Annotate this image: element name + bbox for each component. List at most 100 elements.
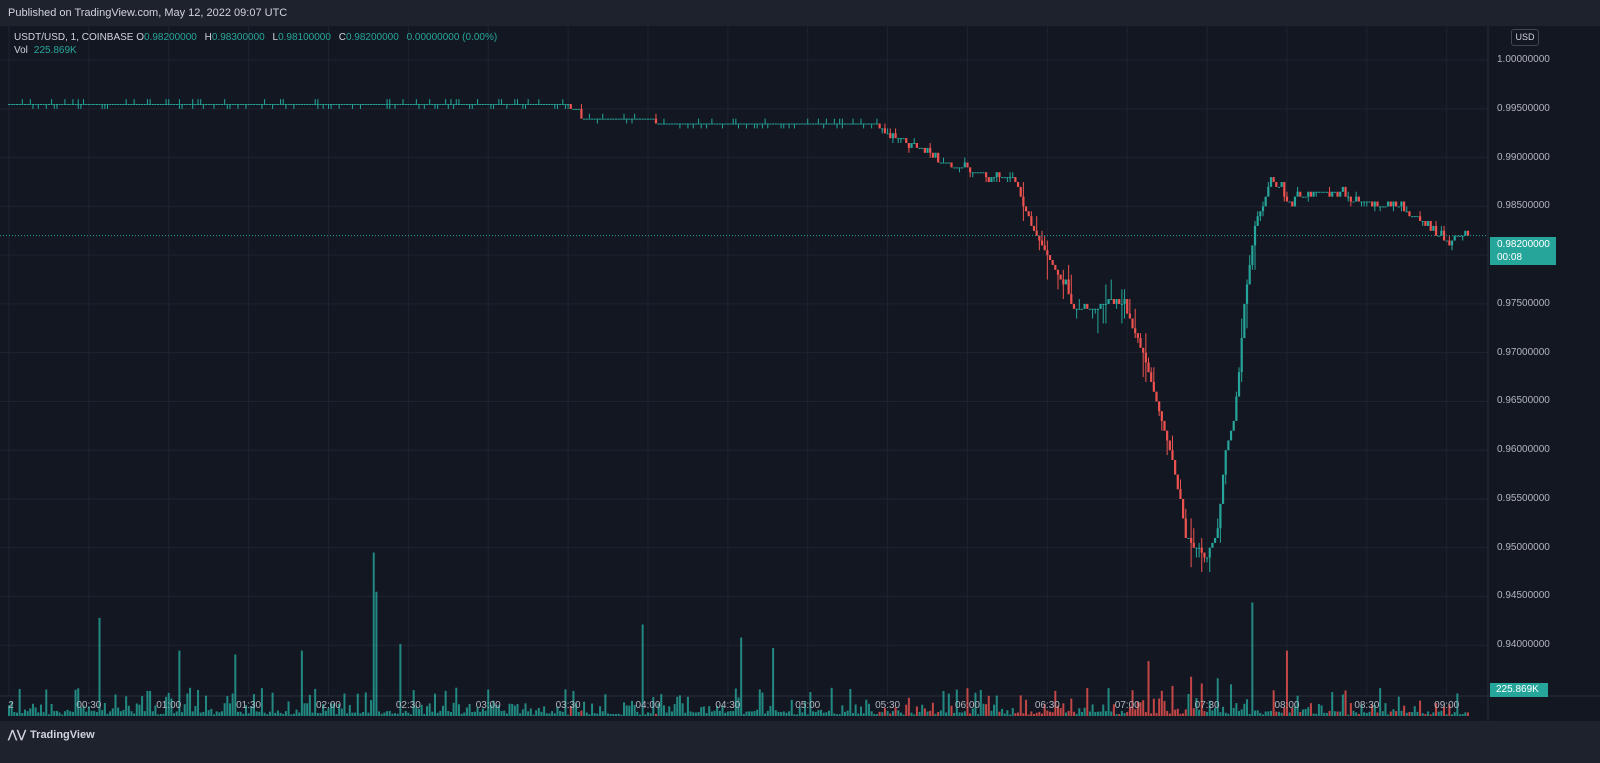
volume-bar [1317,703,1320,716]
volume-bar [186,693,189,716]
volume-bar [21,713,24,716]
candle-body [1078,308,1081,310]
volume-bar [617,713,620,716]
volume-bar [809,692,812,716]
candle-body [1272,177,1275,183]
volume-bar [628,705,631,716]
volume-bar [692,712,695,716]
volume-bar [1403,705,1406,716]
candle-body [556,104,559,106]
volume-bar [279,712,282,716]
candle-body [354,104,357,106]
candle-body [545,104,548,106]
candle-body [814,123,817,125]
volume-bar [1126,711,1129,716]
candle-body [1373,201,1376,207]
candle-body [212,104,216,106]
volume-bar [1283,707,1286,716]
candle-body [1208,547,1211,558]
volume-bar [1251,602,1254,716]
candle-body [966,162,969,168]
time-tick-label: 2 [8,700,14,711]
volume-bar [1368,711,1371,716]
tradingview-logo[interactable]: ⋀⋁ TradingView [8,728,95,741]
candle-body [1203,552,1206,558]
time-tick-label: 02:00 [315,700,341,711]
time-tick-label: 09:00 [1434,700,1460,711]
candle-body [45,104,48,106]
time-tick-label: 04:00 [635,700,661,711]
candle-body [234,104,237,106]
volume-bar [364,692,367,716]
candle-body [415,104,418,106]
volume-bar [306,703,309,716]
volume-bar [154,705,157,716]
candle-body [348,104,351,106]
candle-body [476,104,479,106]
candle-body [119,104,122,106]
volume-bar [8,705,10,716]
volume-bar [1291,707,1294,716]
volume-bar [274,712,277,716]
candle-body [266,104,269,106]
volume-bar [93,710,96,716]
volume-bar [1448,704,1451,716]
candle-body [676,123,679,125]
candle-body [841,123,844,125]
candle-body [383,104,386,106]
volume-bar [394,713,397,716]
volume-bar [1392,709,1395,716]
volume-bar [1312,713,1315,716]
volume-bar [181,712,184,716]
volume-bar [425,706,428,716]
candle-body [1403,201,1406,212]
volume-bar [130,711,133,716]
candle-body [1166,430,1169,441]
candle-body [1155,391,1158,402]
candle-body [1032,225,1036,231]
candle-body [1304,196,1307,198]
candle-body [540,104,543,106]
volume-bar [1277,711,1280,716]
candle-body [686,123,690,125]
currency-button[interactable]: USD [1511,29,1539,46]
candle-body [362,104,365,106]
candle-body [857,123,860,125]
candle-body [284,104,287,106]
volume-bar [1331,692,1334,716]
volume-bar [119,711,122,716]
candle-body [694,123,698,125]
volume-bar [418,708,421,716]
candle-body [1040,240,1044,246]
tradingview-logo-icon: ⋀⋁ [8,729,27,741]
candle-body [899,138,903,140]
volume-bar [497,705,500,716]
price-chart[interactable] [0,26,1600,721]
volume-bar [859,706,862,716]
volume-bar [244,705,247,716]
candle-body [846,123,849,125]
price-tick-label: 0.97000000 [1497,346,1550,358]
candle-body [196,104,200,106]
volume-bar [689,711,692,716]
candle-body [188,104,192,106]
volume-bar [452,702,455,716]
candle-body [404,104,407,106]
volume-bar [178,650,181,716]
volume-bar [1123,713,1126,716]
volume-bar [1155,713,1158,716]
volume-bar [828,710,831,716]
candle-body [977,172,980,174]
volume-bar [846,710,849,716]
volume-bar [710,711,713,716]
candle-body [274,104,277,106]
candle-body [582,118,586,120]
volume-bar [303,703,306,716]
candle-body [1395,201,1398,207]
candle-body [322,104,325,106]
candle-body [628,118,631,120]
candle-body [1168,440,1171,451]
candle-body [356,104,359,106]
volume-bar [151,711,154,716]
candle-body [479,104,482,106]
